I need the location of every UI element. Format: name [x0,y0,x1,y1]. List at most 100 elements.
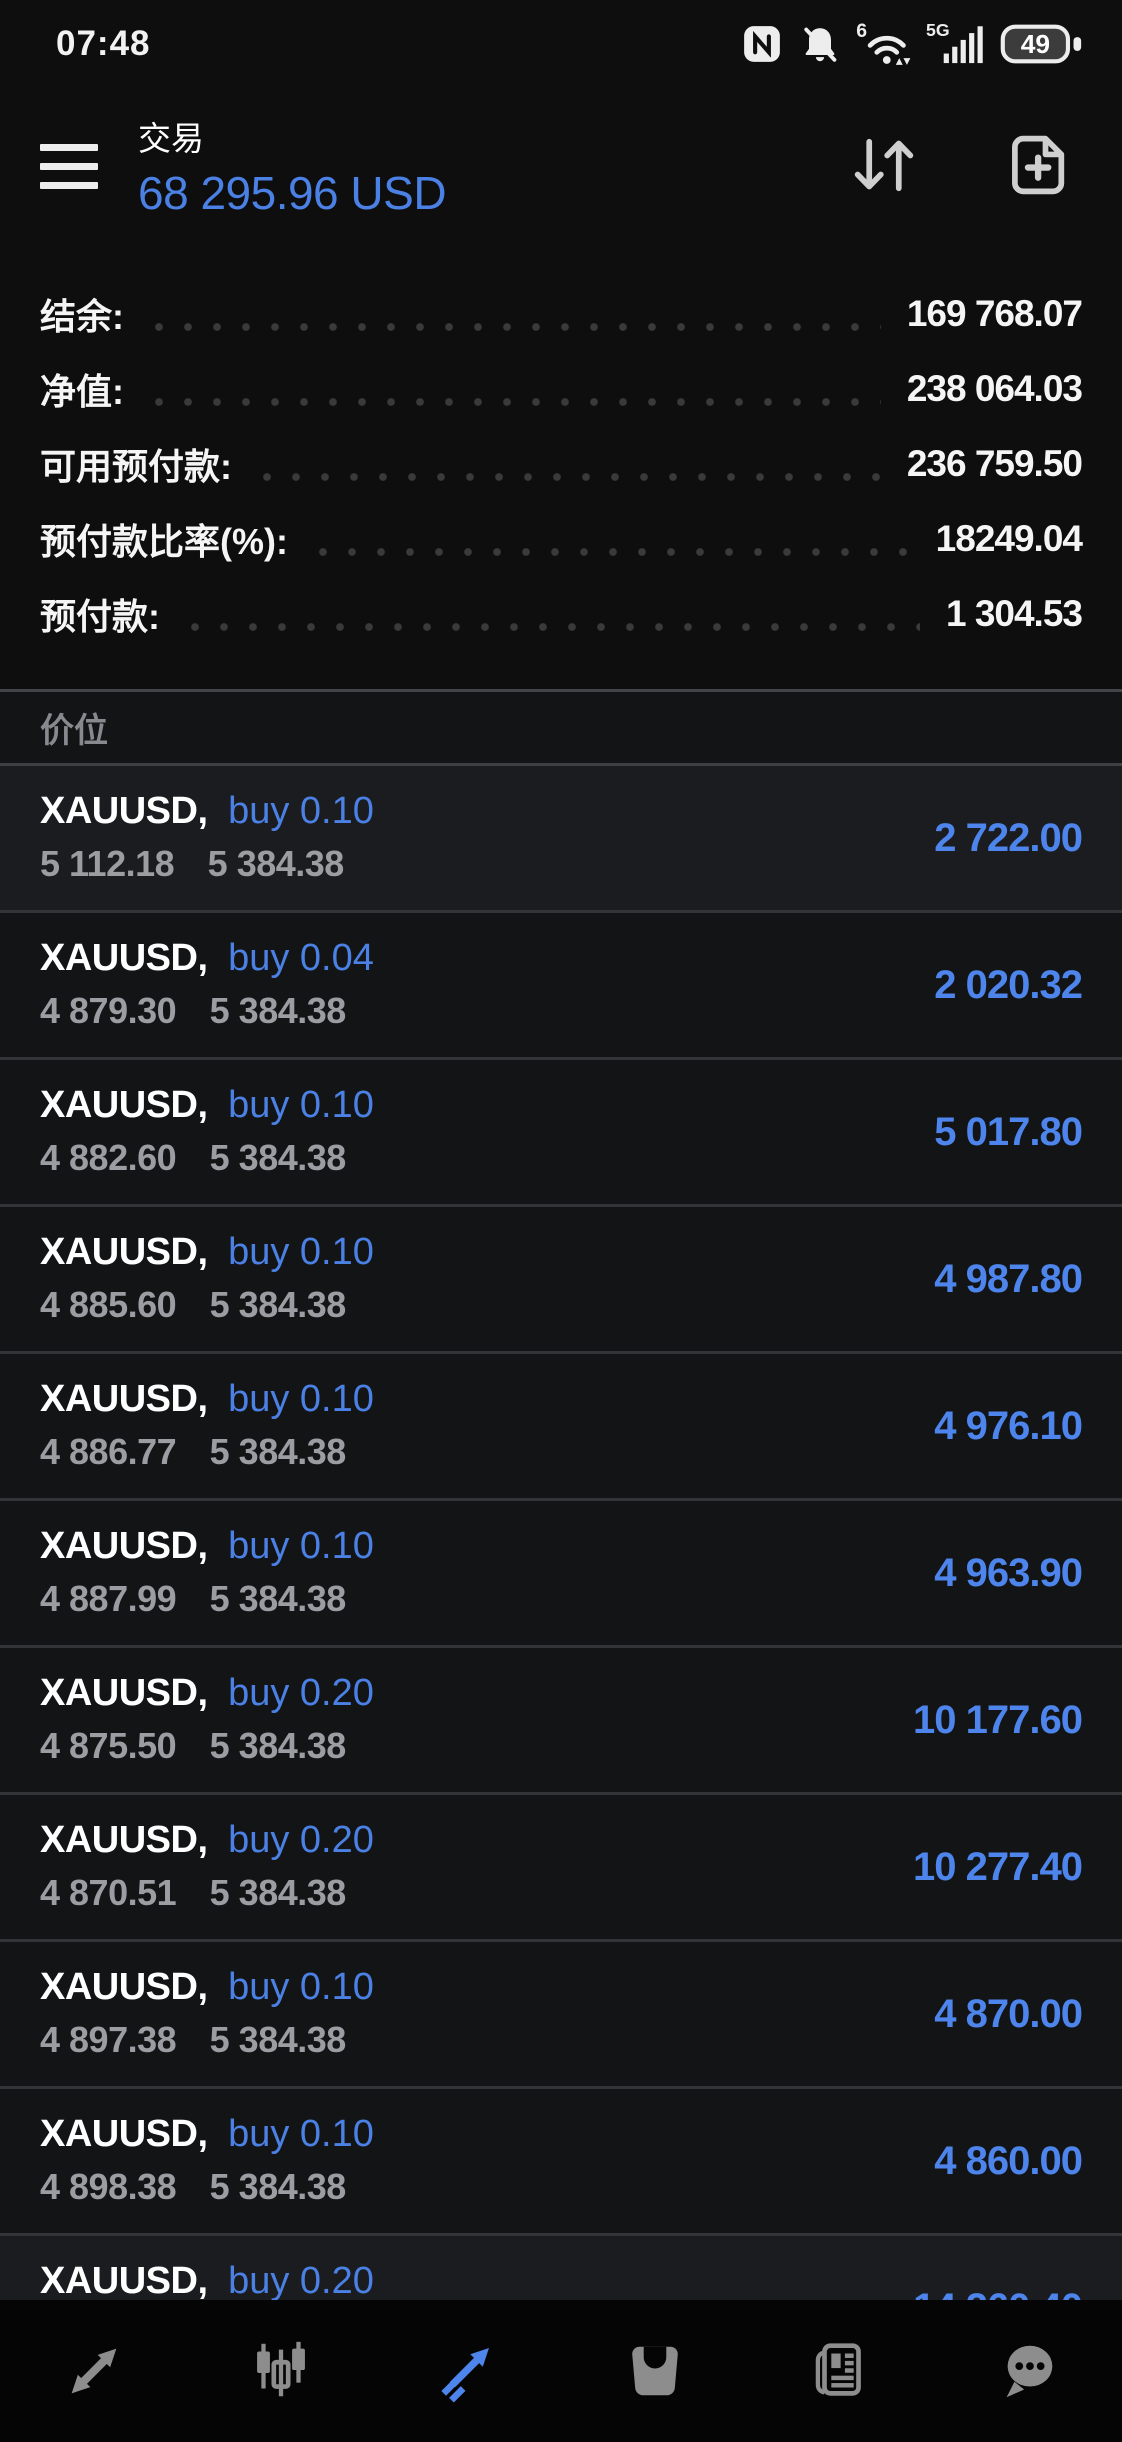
position-profit: 4 860.00 [934,2138,1083,2183]
position-row[interactable]: XAUUSD, buy 0.10 4 885.60 5 384.38 4 987… [0,1204,1122,1351]
position-prices: 4 885.60 5 384.38 [40,1283,934,1327]
charts-icon [246,2336,316,2406]
position-profit: 4 976.10 [934,1403,1083,1448]
nav-trade[interactable] [374,2336,561,2406]
position-prices: 4 887.99 5 384.38 [40,1577,934,1621]
position-symbol: XAUUSD, [40,1966,208,2008]
bottom-nav [0,2300,1122,2442]
position-symbol: XAUUSD, [40,1084,208,1126]
summary-row-margin-level: 预付款比率(%): 18249.04 [40,501,1083,576]
position-row[interactable]: XAUUSD, buy 0.10 4 898.38 5 384.38 4 860… [0,2086,1122,2233]
position-row[interactable]: XAUUSD, buy 0.20 4 875.50 5 384.38 10 17… [0,1645,1122,1792]
position-row[interactable]: XAUUSD, buy 0.10 4 886.77 5 384.38 4 976… [0,1351,1122,1498]
news-icon [807,2336,877,2406]
summary-value: 236 759.50 [906,442,1083,484]
position-info: XAUUSD, buy 0.10 4 887.99 5 384.38 [40,1501,934,1645]
position-line1: XAUUSD, buy 0.10 [40,2111,934,2157]
position-prices: 4 870.51 5 384.38 [40,1871,913,1915]
notifications-muted-icon [798,22,842,66]
nav-news[interactable] [748,2336,935,2406]
battery-icon: 49 [1000,20,1086,68]
appbar-actions [846,127,1082,206]
position-current-price: 5 384.38 [209,2019,347,2060]
position-row[interactable]: XAUUSD, buy 0.10 5 112.18 5 384.38 2 722… [0,763,1122,910]
summary-label: 净值: [40,370,124,412]
position-open-price: 4 875.50 [40,1725,177,1766]
position-symbol: XAUUSD, [40,1525,208,1567]
position-current-price: 5 384.38 [207,843,345,884]
summary-row-equity: 净值: 238 064.03 [40,351,1083,426]
trade-icon [433,2336,503,2406]
dotted-leader [262,471,881,482]
svg-text:6: 6 [856,20,867,42]
position-info: XAUUSD, buy 0.10 4 882.60 5 384.38 [40,1060,934,1204]
position-current-price: 5 384.38 [209,1578,347,1619]
position-row[interactable]: XAUUSD, buy 0.10 4 897.38 5 384.38 4 870… [0,1939,1122,2086]
position-symbol: XAUUSD, [40,1672,208,1714]
position-row[interactable]: XAUUSD, buy 0.10 4 882.60 5 384.38 5 017… [0,1057,1122,1204]
summary-value: 18249.04 [935,517,1083,559]
position-current-price: 5 384.38 [209,2166,347,2207]
status-icons: 6 5G [740,19,1086,69]
nav-charts[interactable] [187,2336,374,2406]
position-side-volume: buy 0.04 [228,937,374,979]
summary-label: 预付款比率(%): [40,520,288,562]
new-order-button[interactable] [998,127,1074,206]
position-info: XAUUSD, buy 0.10 4 897.38 5 384.38 [40,1942,934,2086]
sort-icon [846,138,922,206]
position-prices: 4 886.77 5 384.38 [40,1430,934,1474]
position-row[interactable]: XAUUSD, buy 0.20 4 870.51 5 384.38 10 27… [0,1792,1122,1939]
position-prices: 5 112.18 5 384.38 [40,842,934,886]
position-row[interactable]: XAUUSD, buy 0.04 4 879.30 5 384.38 2 020… [0,910,1122,1057]
position-info: XAUUSD, buy 0.04 4 879.30 5 384.38 [40,913,934,1057]
position-symbol: XAUUSD, [40,1231,208,1273]
position-row[interactable]: XAUUSD, buy 0.10 4 887.99 5 384.38 4 963… [0,1498,1122,1645]
history-icon [620,2336,690,2406]
position-line1: XAUUSD, buy 0.04 [40,935,934,981]
position-open-price: 5 112.18 [40,843,175,884]
position-current-price: 5 384.38 [209,1725,347,1766]
position-current-price: 5 384.38 [209,1431,347,1472]
summary-row-margin: 预付款: 1 304.53 [40,576,1083,651]
title-block: 交易 68 295.96 USD [138,112,806,220]
menu-button[interactable] [40,138,98,195]
position-info: XAUUSD, buy 0.10 4 886.77 5 384.38 [40,1354,934,1498]
position-open-price: 4 882.60 [40,1137,177,1178]
wifi-icon: 6 [856,19,912,69]
app-bar: 交易 68 295.96 USD [0,82,1122,250]
position-info: XAUUSD, buy 0.20 [40,2236,913,2380]
position-profit: 10 177.60 [913,1697,1083,1742]
summary-label: 结余: [40,295,124,337]
position-symbol: XAUUSD, [40,937,208,979]
position-info: XAUUSD, buy 0.10 4 885.60 5 384.38 [40,1207,934,1351]
nav-history[interactable] [561,2336,748,2406]
position-line1: XAUUSD, buy 0.10 [40,1082,934,1128]
position-side-volume: buy 0.10 [228,1525,374,1567]
nfc-icon [740,22,784,66]
position-side-volume: buy 0.20 [228,1819,374,1861]
position-open-price: 4 879.30 [40,990,177,1031]
dotted-leader [317,546,910,557]
summary-value: 238 064.03 [906,367,1083,409]
position-profit: 4 963.90 [934,1550,1083,1595]
positions-list: XAUUSD, buy 0.10 5 112.18 5 384.38 2 722… [0,763,1122,2380]
summary-row-balance: 结余: 169 768.07 [40,276,1083,351]
position-prices: 4 897.38 5 384.38 [40,2018,934,2062]
sort-button[interactable] [846,127,922,206]
quotes-icon [59,2336,129,2406]
nav-quotes[interactable] [0,2336,187,2406]
account-summary: 结余: 169 768.07 净值: 238 064.03 可用预付款: 236… [0,250,1122,689]
position-info: XAUUSD, buy 0.10 4 898.38 5 384.38 [40,2089,934,2233]
position-symbol: XAUUSD, [40,2260,208,2302]
nav-messages[interactable] [935,2336,1122,2406]
status-bar: 07:48 6 [0,0,1122,82]
summary-label: 可用预付款: [40,445,232,487]
position-line1: XAUUSD, buy 0.20 [40,1817,913,1863]
position-open-price: 4 897.38 [40,2019,177,2060]
svg-text:49: 49 [1021,29,1050,59]
position-profit: 4 870.00 [934,1991,1083,2036]
position-line1: XAUUSD, buy 0.10 [40,788,934,834]
position-current-price: 5 384.38 [209,1872,347,1913]
dotted-leader [190,621,920,632]
